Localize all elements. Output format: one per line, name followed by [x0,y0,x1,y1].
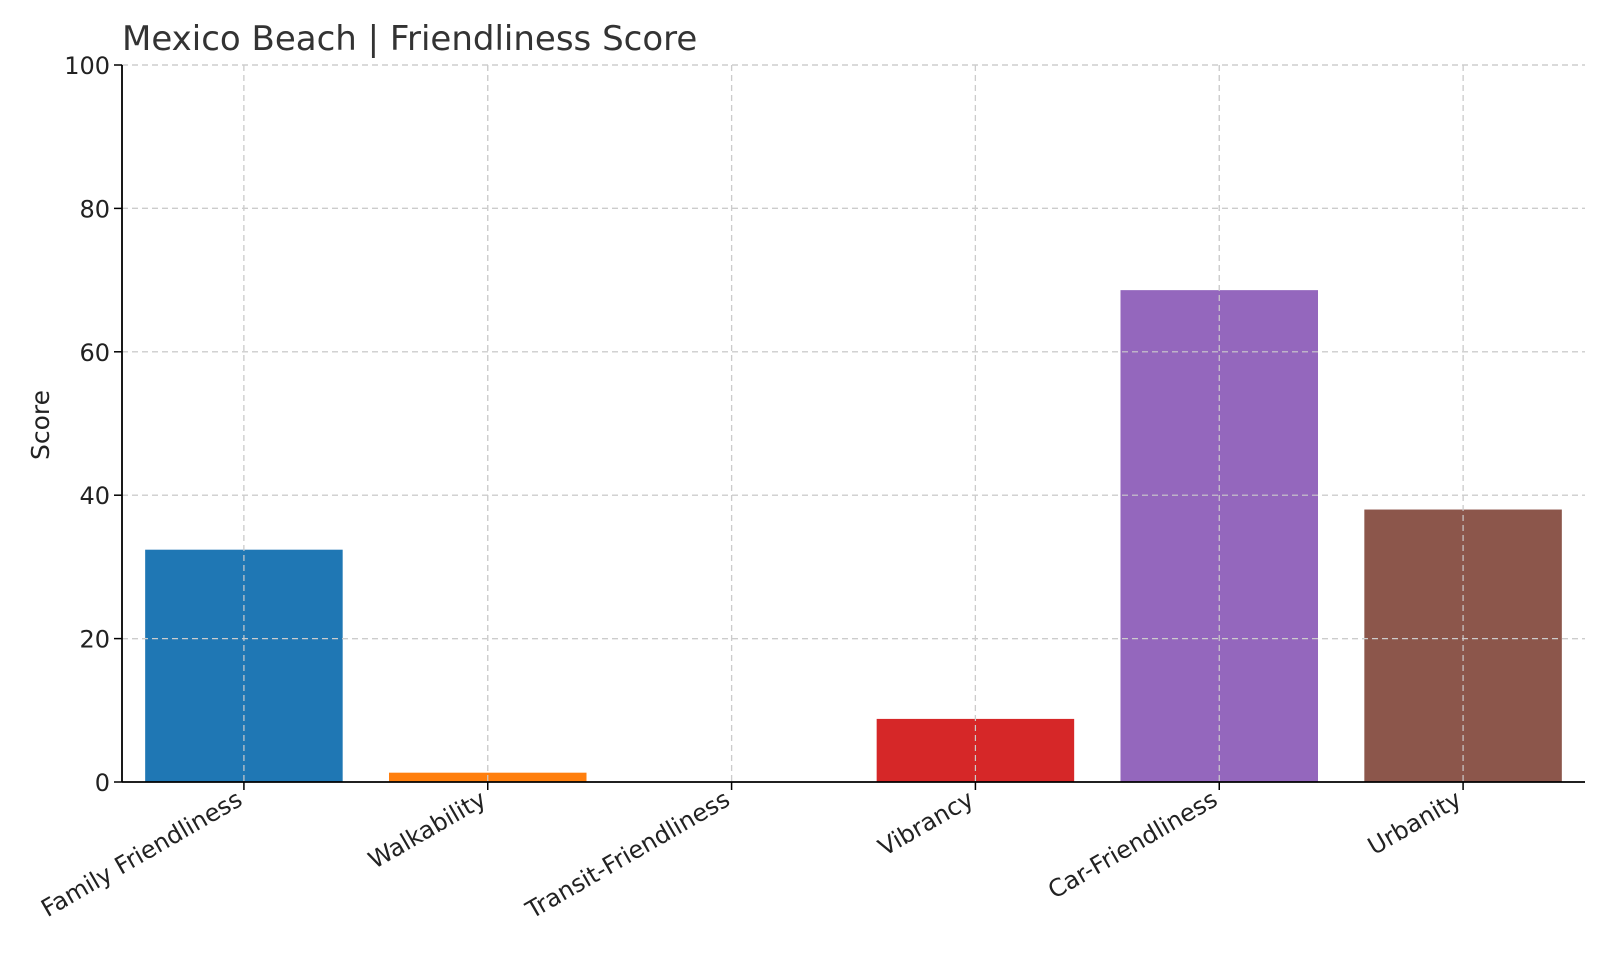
y-tick-label: 80 [79,195,110,223]
x-category-label: Family Friendliness [36,785,247,923]
y-tick-label: 0 [95,769,110,797]
y-tick-label: 20 [79,626,110,654]
x-ticks: Family Friendliness Walkability Transit-Fr… [36,782,1466,925]
y-tick-label: 60 [79,339,110,367]
y-ticks: 0 20 40 60 80 100 [64,52,122,797]
bars [122,64,1585,782]
x-category-label: Vibrancy [873,785,978,862]
axes [121,65,1585,783]
y-tick-label: 40 [79,482,110,510]
y-axis-label: Score [26,390,55,460]
y-tick-label: 100 [64,52,110,80]
x-category-label: Walkability [364,785,491,875]
x-category-label: Transit-Friendliness [520,785,734,925]
chart-title: Mexico Beach | Friendliness Score [122,19,697,59]
x-category-label: Car-Friendliness [1043,785,1222,905]
x-category-label: Urbanity [1363,785,1466,861]
